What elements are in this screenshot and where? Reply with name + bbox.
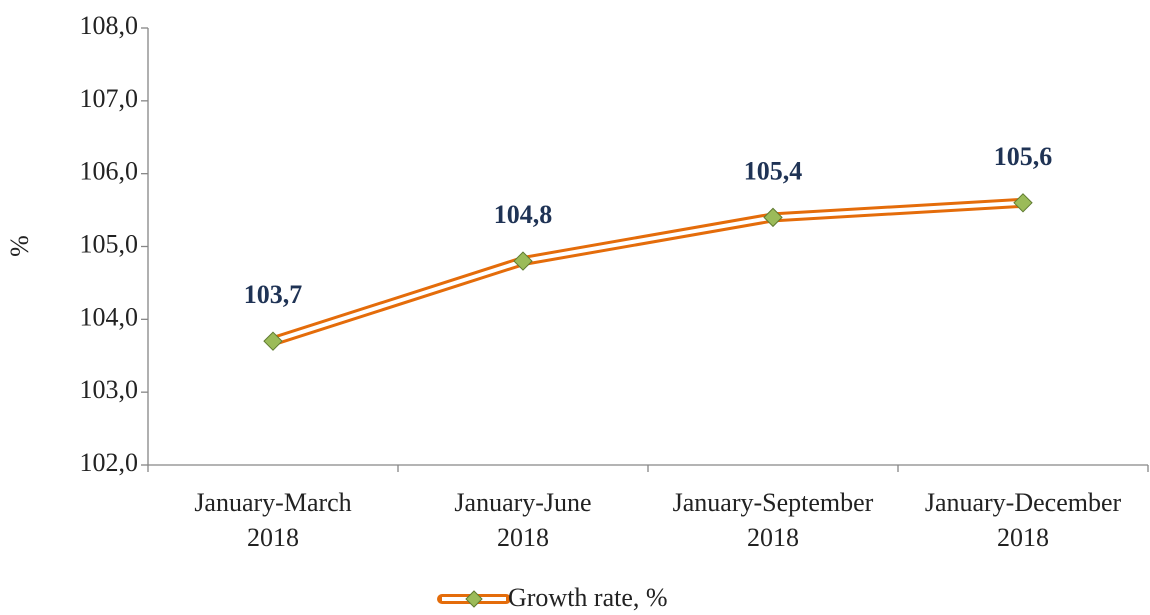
y-axis-label: % xyxy=(5,235,34,257)
x-tick-label: January-September 2018 xyxy=(673,488,874,552)
marker xyxy=(763,207,783,228)
data-label: 105,6 xyxy=(994,142,1053,171)
y-tick-label: 106,0 xyxy=(80,157,139,186)
series-line xyxy=(271,197,1024,346)
data-label: 105,4 xyxy=(744,156,803,185)
marker xyxy=(1013,193,1033,213)
x-tick-label: January-March 2018 xyxy=(194,488,351,552)
y-tick-label: 105,0 xyxy=(80,229,139,258)
legend-label: Growth rate, % xyxy=(508,583,668,612)
y-tick-label: 108,0 xyxy=(80,11,139,40)
y-tick-label: 102,0 xyxy=(80,448,139,477)
x-tick-label: January-June 2018 xyxy=(454,488,591,552)
data-label: 103,7 xyxy=(244,280,303,309)
y-tick-label: 104,0 xyxy=(80,302,139,331)
y-tick-label: 107,0 xyxy=(80,84,139,113)
marker xyxy=(263,331,283,351)
x-tick-label: January-December 2018 xyxy=(925,488,1122,552)
marker xyxy=(513,251,533,271)
y-tick-label: 103,0 xyxy=(80,375,139,404)
data-label: 104,8 xyxy=(494,200,553,229)
series-line-inner xyxy=(272,200,1024,344)
legend-marker xyxy=(465,590,483,608)
